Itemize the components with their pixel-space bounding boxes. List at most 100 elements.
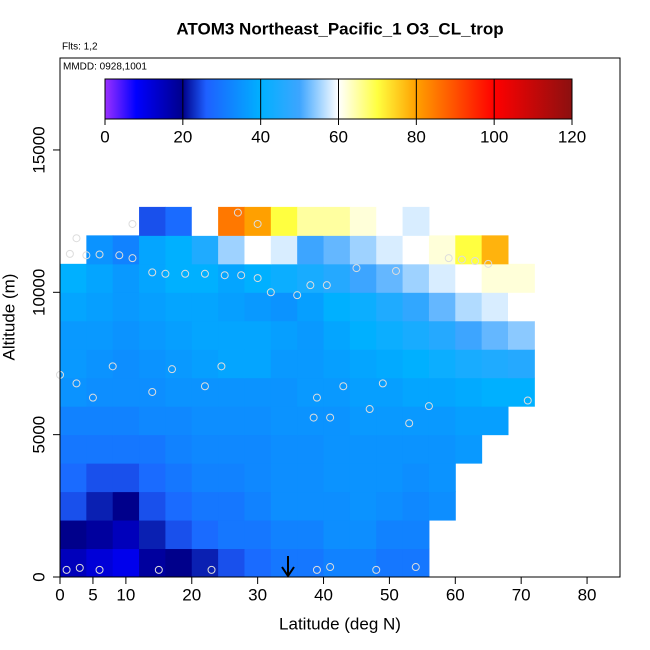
heat-cell — [191, 349, 219, 379]
heat-cell — [349, 520, 377, 550]
sample-point — [523, 396, 532, 405]
heat-cell — [270, 434, 298, 464]
heat-cell — [270, 263, 298, 293]
heat-cell — [218, 349, 245, 379]
heat-cell — [165, 263, 193, 293]
y-tick-label: 15000 — [29, 126, 48, 173]
heat-cell — [165, 292, 193, 322]
sample-point — [72, 379, 81, 388]
sample-point — [72, 234, 81, 243]
heat-cell — [508, 349, 535, 379]
heat-cell — [455, 235, 483, 265]
heat-cell — [428, 235, 456, 265]
heat-cell — [402, 520, 430, 550]
colorbar-tick-label: 120 — [558, 127, 586, 146]
heat-cell — [376, 320, 404, 350]
heat-cell — [86, 434, 114, 464]
heat-cell — [323, 406, 351, 436]
heat-cell — [244, 349, 272, 379]
heat-cell — [60, 292, 87, 322]
colorbar-tick-label: 80 — [407, 127, 426, 146]
sample-point — [306, 281, 315, 290]
heat-cell — [455, 263, 483, 293]
heat-cell — [297, 434, 325, 464]
heat-cell — [297, 206, 325, 236]
heat-cell — [481, 377, 509, 407]
heat-cell — [481, 235, 509, 265]
sample-point — [88, 393, 97, 402]
heat-cell — [139, 292, 166, 322]
sample-point — [154, 565, 163, 574]
y-axis-label: Altitude (m) — [0, 274, 18, 361]
heat-cell — [244, 548, 272, 578]
heat-cell — [112, 434, 140, 464]
heat-cell — [112, 320, 140, 350]
sample-point — [233, 208, 242, 217]
heat-cell — [428, 406, 456, 436]
heat-cell — [402, 548, 430, 578]
heat-cell — [428, 377, 456, 407]
heat-cell — [376, 520, 404, 550]
heat-cell — [86, 349, 114, 379]
heat-cell — [349, 434, 377, 464]
heat-cell — [428, 491, 456, 521]
arrow — [281, 556, 295, 578]
sample-point — [266, 288, 275, 297]
heat-cell — [165, 377, 193, 407]
heat-cell — [455, 292, 483, 322]
heat-cell — [191, 292, 219, 322]
heat-cell — [323, 235, 351, 265]
heat-cell — [323, 520, 351, 550]
x-tick-label: 5 — [88, 585, 97, 604]
heat-cell — [112, 520, 140, 550]
heat-cell — [376, 491, 404, 521]
x-tick-label: 80 — [578, 585, 597, 604]
sample-point — [128, 219, 137, 228]
heat-cell — [402, 263, 430, 293]
heat-cell — [112, 548, 140, 578]
x-tick-label: 60 — [446, 585, 465, 604]
heat-cell — [244, 263, 272, 293]
heat-cell — [139, 377, 166, 407]
heat-cell — [297, 263, 325, 293]
heat-cell — [165, 235, 193, 265]
heat-cell — [60, 548, 87, 578]
heat-cell — [139, 320, 166, 350]
heat-cell — [428, 463, 456, 493]
heat-cell — [323, 292, 351, 322]
heat-cell — [270, 548, 298, 578]
subtitle: MMDD: 0928,1001 — [63, 62, 147, 73]
heat-cell — [508, 377, 535, 407]
heat-cell — [86, 320, 114, 350]
x-tick-label: 0 — [55, 585, 64, 604]
sample-point — [253, 219, 262, 228]
heat-cell — [402, 434, 430, 464]
heat-cell — [376, 292, 404, 322]
heat-cell — [165, 463, 193, 493]
heat-cell — [165, 320, 193, 350]
sample-point — [312, 565, 321, 574]
colorbar-tick-label: 100 — [480, 127, 508, 146]
heat-cell — [165, 491, 193, 521]
sample-point — [95, 250, 104, 259]
sample-point — [444, 254, 453, 263]
heat-cell — [428, 434, 456, 464]
heat-cell — [323, 263, 351, 293]
heat-cell — [244, 406, 272, 436]
sample-point — [392, 266, 400, 275]
heat-cell — [297, 349, 325, 379]
heat-cell — [60, 406, 87, 436]
heat-cell — [244, 206, 272, 236]
heat-cell — [376, 349, 404, 379]
sample-point — [405, 419, 414, 428]
heat-cell — [244, 320, 272, 350]
heatmap — [60, 206, 535, 578]
heat-cell — [508, 292, 535, 322]
sample-point — [326, 563, 335, 572]
heat-cell — [323, 349, 351, 379]
heat-cell — [376, 406, 404, 436]
heat-cell — [165, 520, 193, 550]
x-tick-label: 70 — [512, 585, 531, 604]
heat-cell — [428, 292, 456, 322]
heat-cell — [218, 463, 245, 493]
